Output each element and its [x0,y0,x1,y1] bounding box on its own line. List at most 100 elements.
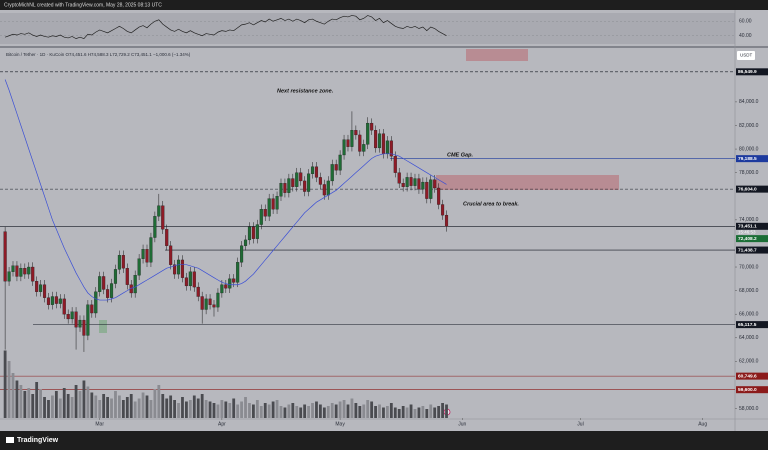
y-tick-label: 84,000.0 [739,99,759,105]
volume-bar [445,404,448,418]
y-tick-label: 58,000.0 [739,406,759,412]
candle-body [299,172,303,182]
volume-bar [248,403,251,418]
candle-body [295,172,299,187]
volume-bar [129,394,133,418]
volume-bar [110,398,113,418]
volume-bar [78,391,82,418]
volume-bar [342,400,346,418]
volume-bar [23,391,27,418]
candle-body [354,130,358,136]
candle-body [74,311,78,328]
price-tag-label: 86,549.9 [738,69,757,75]
candle-body [141,249,145,259]
volume-bar [216,404,220,418]
volume-bar [291,403,295,418]
price-tag-label: 59,600.0 [738,387,757,393]
candle-body [121,255,125,269]
volume-bar [121,400,125,418]
countdown: 15:46:53 [738,230,756,235]
candle-body [15,265,19,277]
volume-bar [311,403,314,418]
volume-bar [157,385,161,418]
volume-bar [350,398,354,418]
candle-body [204,298,208,310]
price-tag-label: 76,604.0 [738,186,757,192]
rsi-band [0,13,735,44]
volume-bar [161,394,165,418]
supply-zone [466,49,528,61]
candle-body [157,205,161,217]
candle-body [366,122,370,145]
annotation: Crucial area to break. [463,201,519,207]
volume-bar [86,386,90,418]
volume-bar [35,382,39,418]
candle-body [397,172,401,184]
currency-box [737,51,755,60]
candle-body [409,177,413,186]
candle-body [263,209,267,217]
candle-body [247,226,252,241]
volume-bar [3,350,7,418]
volume-bar [319,404,322,418]
volume-bar [102,394,106,418]
candle-body [102,276,106,290]
candle-body [27,266,31,275]
candle-body [46,297,51,305]
volume-bar [386,406,389,418]
x-tick-label: Apr [218,421,226,427]
price-tag [736,246,768,254]
candle-body [267,198,271,217]
candle-body [417,178,421,190]
volume-bar [338,401,342,418]
candle-body [405,177,409,187]
candle-body [389,140,393,157]
volume-bar [283,407,287,418]
volume-bar [421,406,425,418]
candle-body [318,177,322,185]
volume-bar [370,401,374,418]
volume-bar [232,398,236,418]
volume-bar [240,401,243,418]
price-tag [736,185,768,193]
candle-body [42,284,47,298]
candle-body [393,156,397,173]
volume-bar [137,398,141,418]
volume-bar [149,400,153,418]
volume-bar [382,407,385,418]
currency: USDT [740,53,753,58]
candle-body [82,319,86,336]
annotation: CME Gap. [447,152,473,158]
volume-bar [405,407,409,418]
volume-bar [204,400,208,418]
candle-body [90,304,94,314]
candle-body [70,311,74,320]
volume-bar [196,398,200,418]
volume-bar [389,403,393,418]
volume-bar [374,406,377,418]
candle-body [78,319,82,328]
candle-body [342,139,346,156]
price-tag [736,68,768,76]
candle-body [208,298,212,305]
volume-bar [255,400,259,418]
candle-body [86,304,90,336]
candle-body [98,276,102,292]
volume-bar [208,401,212,418]
x-tick-label: Mar [95,421,104,427]
volume-bar [358,406,362,418]
price-tag-label: 72,408.2 [738,236,757,242]
candle-body [310,166,315,174]
candle-body [216,292,220,308]
candle-body [271,198,275,210]
candle-body [176,259,181,275]
volume-bar [106,397,109,418]
candle-body [94,291,98,314]
volume-bar [200,394,204,418]
volume-bar [393,407,397,418]
volume-bar [259,406,263,418]
volume-bar [287,404,291,418]
candle-body [117,255,121,270]
